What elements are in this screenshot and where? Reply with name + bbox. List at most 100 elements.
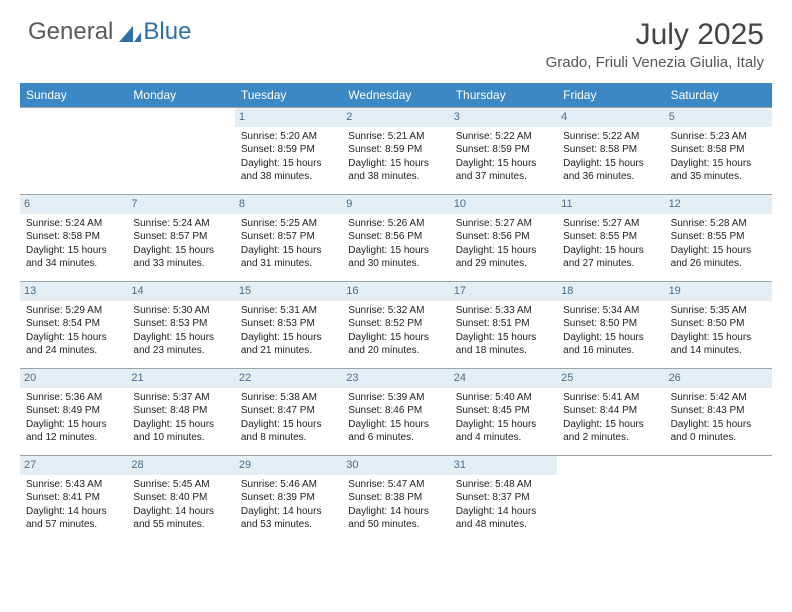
day-cell: 22Sunrise: 5:38 AMSunset: 8:47 PMDayligh… xyxy=(235,369,342,455)
week-row: 6Sunrise: 5:24 AMSunset: 8:58 PMDaylight… xyxy=(20,194,772,281)
daylight-line-2: and 38 minutes. xyxy=(241,170,336,184)
sunrise-line: Sunrise: 5:47 AM xyxy=(348,478,443,492)
day-number: 6 xyxy=(20,195,127,214)
sunset-line: Sunset: 8:55 PM xyxy=(563,230,658,244)
sunset-line: Sunset: 8:44 PM xyxy=(563,404,658,418)
sunset-line: Sunset: 8:49 PM xyxy=(26,404,121,418)
sunrise-line: Sunrise: 5:21 AM xyxy=(348,130,443,144)
sunset-line: Sunset: 8:46 PM xyxy=(348,404,443,418)
daylight-line-2: and 27 minutes. xyxy=(563,257,658,271)
sunrise-line: Sunrise: 5:38 AM xyxy=(241,391,336,405)
day-cell: 5Sunrise: 5:23 AMSunset: 8:58 PMDaylight… xyxy=(665,108,772,194)
day-cell: 27Sunrise: 5:43 AMSunset: 8:41 PMDayligh… xyxy=(20,456,127,542)
daylight-line-1: Daylight: 15 hours xyxy=(26,331,121,345)
daylight-line-1: Daylight: 14 hours xyxy=(241,505,336,519)
daylight-line-2: and 10 minutes. xyxy=(133,431,228,445)
sunrise-line: Sunrise: 5:43 AM xyxy=(26,478,121,492)
day-number: 23 xyxy=(342,369,449,388)
day-number: 26 xyxy=(665,369,772,388)
daylight-line-1: Daylight: 15 hours xyxy=(456,418,551,432)
daylight-line-2: and 12 minutes. xyxy=(26,431,121,445)
sunset-line: Sunset: 8:38 PM xyxy=(348,491,443,505)
day-number: 3 xyxy=(450,108,557,127)
day-number: 1 xyxy=(235,108,342,127)
day-cell: 18Sunrise: 5:34 AMSunset: 8:50 PMDayligh… xyxy=(557,282,664,368)
day-cell: 14Sunrise: 5:30 AMSunset: 8:53 PMDayligh… xyxy=(127,282,234,368)
day-cell: 4Sunrise: 5:22 AMSunset: 8:58 PMDaylight… xyxy=(557,108,664,194)
sunrise-line: Sunrise: 5:36 AM xyxy=(26,391,121,405)
day-cell: 19Sunrise: 5:35 AMSunset: 8:50 PMDayligh… xyxy=(665,282,772,368)
day-cell: 3Sunrise: 5:22 AMSunset: 8:59 PMDaylight… xyxy=(450,108,557,194)
day-cell: 17Sunrise: 5:33 AMSunset: 8:51 PMDayligh… xyxy=(450,282,557,368)
sunrise-line: Sunrise: 5:24 AM xyxy=(26,217,121,231)
daylight-line-1: Daylight: 15 hours xyxy=(26,244,121,258)
daylight-line-2: and 29 minutes. xyxy=(456,257,551,271)
day-header: Tuesday xyxy=(235,83,342,107)
daylight-line-1: Daylight: 14 hours xyxy=(26,505,121,519)
sunset-line: Sunset: 8:56 PM xyxy=(456,230,551,244)
daylight-line-2: and 55 minutes. xyxy=(133,518,228,532)
day-header: Saturday xyxy=(665,83,772,107)
day-header: Thursday xyxy=(450,83,557,107)
daylight-line-1: Daylight: 14 hours xyxy=(456,505,551,519)
day-cell: 2Sunrise: 5:21 AMSunset: 8:59 PMDaylight… xyxy=(342,108,449,194)
day-number: 10 xyxy=(450,195,557,214)
sunset-line: Sunset: 8:57 PM xyxy=(133,230,228,244)
daylight-line-1: Daylight: 15 hours xyxy=(456,331,551,345)
day-cell: 7Sunrise: 5:24 AMSunset: 8:57 PMDaylight… xyxy=(127,195,234,281)
day-cell: 23Sunrise: 5:39 AMSunset: 8:46 PMDayligh… xyxy=(342,369,449,455)
sunrise-line: Sunrise: 5:30 AM xyxy=(133,304,228,318)
sunset-line: Sunset: 8:39 PM xyxy=(241,491,336,505)
day-number: 15 xyxy=(235,282,342,301)
daylight-line-2: and 50 minutes. xyxy=(348,518,443,532)
calendar-grid: SundayMondayTuesdayWednesdayThursdayFrid… xyxy=(20,83,772,542)
daylight-line-1: Daylight: 15 hours xyxy=(563,331,658,345)
daylight-line-1: Daylight: 15 hours xyxy=(671,418,766,432)
sunrise-line: Sunrise: 5:40 AM xyxy=(456,391,551,405)
sunrise-line: Sunrise: 5:27 AM xyxy=(563,217,658,231)
sunrise-line: Sunrise: 5:25 AM xyxy=(241,217,336,231)
daylight-line-1: Daylight: 15 hours xyxy=(348,157,443,171)
day-number: 4 xyxy=(557,108,664,127)
sunset-line: Sunset: 8:58 PM xyxy=(671,143,766,157)
day-cell: 13Sunrise: 5:29 AMSunset: 8:54 PMDayligh… xyxy=(20,282,127,368)
daylight-line-2: and 35 minutes. xyxy=(671,170,766,184)
day-number: 5 xyxy=(665,108,772,127)
location-text: Grado, Friuli Venezia Giulia, Italy xyxy=(546,54,764,71)
daylight-line-2: and 57 minutes. xyxy=(26,518,121,532)
sunrise-line: Sunrise: 5:20 AM xyxy=(241,130,336,144)
daylight-line-2: and 24 minutes. xyxy=(26,344,121,358)
daylight-line-2: and 53 minutes. xyxy=(241,518,336,532)
sunset-line: Sunset: 8:59 PM xyxy=(456,143,551,157)
page-header: General Blue July 2025 Grado, Friuli Ven… xyxy=(0,0,792,75)
day-number: 27 xyxy=(20,456,127,475)
daylight-line-1: Daylight: 15 hours xyxy=(563,418,658,432)
sunset-line: Sunset: 8:48 PM xyxy=(133,404,228,418)
daylight-line-1: Daylight: 15 hours xyxy=(563,244,658,258)
day-cell xyxy=(127,108,234,194)
daylight-line-1: Daylight: 15 hours xyxy=(241,418,336,432)
day-number: 28 xyxy=(127,456,234,475)
daylight-line-1: Daylight: 15 hours xyxy=(348,418,443,432)
sunset-line: Sunset: 8:52 PM xyxy=(348,317,443,331)
sunset-line: Sunset: 8:45 PM xyxy=(456,404,551,418)
day-cell xyxy=(665,456,772,542)
daylight-line-2: and 48 minutes. xyxy=(456,518,551,532)
sail-icon xyxy=(119,21,141,37)
day-number: 14 xyxy=(127,282,234,301)
daylight-line-1: Daylight: 15 hours xyxy=(671,244,766,258)
daylight-line-2: and 23 minutes. xyxy=(133,344,228,358)
day-cell: 31Sunrise: 5:48 AMSunset: 8:37 PMDayligh… xyxy=(450,456,557,542)
day-cell: 10Sunrise: 5:27 AMSunset: 8:56 PMDayligh… xyxy=(450,195,557,281)
sunset-line: Sunset: 8:59 PM xyxy=(348,143,443,157)
daylight-line-2: and 18 minutes. xyxy=(456,344,551,358)
sunset-line: Sunset: 8:58 PM xyxy=(26,230,121,244)
daylight-line-2: and 6 minutes. xyxy=(348,431,443,445)
sunrise-line: Sunrise: 5:37 AM xyxy=(133,391,228,405)
day-cell: 29Sunrise: 5:46 AMSunset: 8:39 PMDayligh… xyxy=(235,456,342,542)
brand-part1: General xyxy=(28,18,113,46)
sunset-line: Sunset: 8:50 PM xyxy=(671,317,766,331)
sunset-line: Sunset: 8:53 PM xyxy=(133,317,228,331)
daylight-line-2: and 4 minutes. xyxy=(456,431,551,445)
day-header-row: SundayMondayTuesdayWednesdayThursdayFrid… xyxy=(20,83,772,107)
